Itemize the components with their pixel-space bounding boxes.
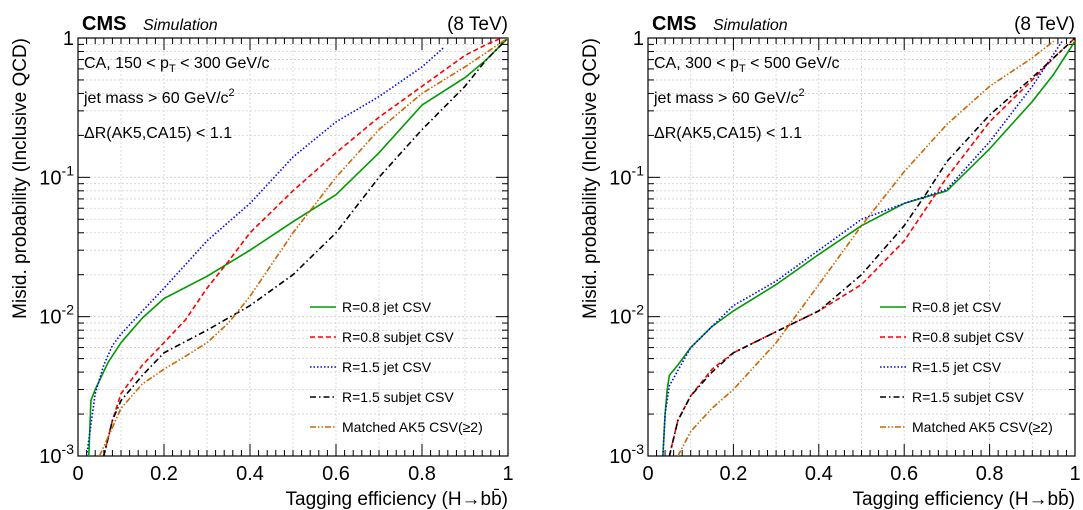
legend-label: R=0.8 subjet CSV bbox=[912, 329, 1024, 345]
y-tick-base: 10 bbox=[39, 307, 61, 329]
legend-label: R=0.8 jet CSV bbox=[912, 299, 1002, 315]
x-tick-label: 0.6 bbox=[890, 463, 918, 485]
x-tick-label: 1 bbox=[502, 463, 513, 485]
x-axis-title: Tagging efficiency (H→bb̄) bbox=[853, 489, 1075, 510]
legend-label: R=1.5 jet CSV bbox=[342, 359, 432, 375]
series-line-4 bbox=[668, 38, 1075, 456]
x-tick-label: 0.2 bbox=[150, 463, 178, 485]
x-tick-label: 0.6 bbox=[322, 463, 350, 485]
legend-label: R=0.8 jet CSV bbox=[342, 299, 432, 315]
y-tick-label: 10-1 bbox=[609, 162, 644, 189]
annotation-text: ΔR(AK5,CA15) < 1.1 bbox=[84, 125, 232, 142]
y-tick-base: 1 bbox=[633, 28, 644, 50]
simulation-label: Simulation bbox=[143, 17, 218, 34]
y-tick-base: 10 bbox=[609, 307, 631, 329]
annotation-subscript: T bbox=[739, 63, 746, 75]
y-tick-base: 10 bbox=[609, 446, 631, 468]
x-tick-label: 0.4 bbox=[805, 463, 833, 485]
y-axis-title: Misid. probability (Inclusive QCD) bbox=[10, 38, 31, 319]
y-tick-base: 1 bbox=[63, 28, 74, 50]
y-tick-label: 10-2 bbox=[39, 302, 74, 329]
x-tick-label: 0.8 bbox=[976, 463, 1004, 485]
y-tick-label: 10-3 bbox=[609, 441, 644, 468]
grid bbox=[648, 38, 1075, 456]
series-line-2 bbox=[103, 38, 502, 456]
series-curves bbox=[662, 38, 1075, 456]
ticks bbox=[647, 37, 1076, 457]
x-tick-label: 1 bbox=[1069, 463, 1080, 485]
annotation-superscript: 2 bbox=[229, 87, 235, 99]
series-line-3 bbox=[85, 47, 445, 456]
legend-label: R=0.8 subjet CSV bbox=[342, 329, 454, 345]
annotation-main: jet mass > 60 GeV/c bbox=[83, 90, 229, 107]
x-tick-label: 0.8 bbox=[408, 463, 436, 485]
grid bbox=[78, 38, 508, 456]
y-tick-base: 10 bbox=[39, 446, 61, 468]
series-line-5 bbox=[98, 38, 508, 456]
legend: R=0.8 jet CSV R=0.8 subjet CSV R=1.5 jet C… bbox=[880, 299, 1053, 435]
y-tick-exponent: -1 bbox=[632, 162, 645, 178]
legend-label: Matched AK5 CSV(≥2) bbox=[912, 419, 1053, 435]
y-axis-title: Misid. probability (Inclusive QCD) bbox=[580, 38, 601, 319]
series-line-1 bbox=[88, 38, 508, 456]
annotation-main: CA, 150 < p bbox=[84, 55, 169, 72]
annotation-tail: < 500 GeV/c bbox=[746, 55, 840, 72]
x-tick-label: 0.4 bbox=[236, 463, 264, 485]
y-tick-exponent: -1 bbox=[62, 162, 75, 178]
annotation-main: ΔR(AK5,CA15) < 1.1 bbox=[84, 125, 232, 142]
y-tick-exponent: -3 bbox=[632, 441, 645, 457]
series-line-4 bbox=[103, 38, 508, 456]
series-curves bbox=[85, 38, 508, 456]
annotation-main: ΔR(AK5,CA15) < 1.1 bbox=[654, 125, 802, 142]
series-line-1 bbox=[662, 40, 1075, 456]
energy-label: (8 TeV) bbox=[447, 14, 508, 35]
annotation-text: CA, 150 < pT < 300 GeV/c bbox=[84, 55, 270, 75]
legend: R=0.8 jet CSV R=0.8 subjet CSV R=1.5 jet C… bbox=[310, 299, 483, 435]
annotation-text: ΔR(AK5,CA15) < 1.1 bbox=[654, 125, 802, 142]
legend-label: R=1.5 subjet CSV bbox=[912, 389, 1024, 405]
x-axis-title: Tagging efficiency (H→bb̄) bbox=[286, 489, 508, 510]
y-tick-label: 1 bbox=[633, 28, 644, 50]
y-tick-label: 1 bbox=[63, 28, 74, 50]
annotation-superscript: 2 bbox=[799, 87, 805, 99]
annotation-subscript: T bbox=[169, 63, 176, 75]
y-tick-exponent: -2 bbox=[632, 302, 645, 318]
energy-label: (8 TeV) bbox=[1014, 14, 1075, 35]
annotation-text: CA, 300 < pT < 500 GeV/c bbox=[654, 55, 840, 75]
y-tick-label: 10-3 bbox=[39, 441, 74, 468]
y-tick-label: 10-2 bbox=[609, 302, 644, 329]
x-tick-label: 0 bbox=[642, 463, 653, 485]
experiment-label: CMS bbox=[652, 13, 696, 35]
legend-label: Matched AK5 CSV(≥2) bbox=[342, 419, 483, 435]
experiment-label: CMS bbox=[82, 13, 126, 35]
y-tick-exponent: -3 bbox=[62, 441, 75, 457]
legend-label: R=1.5 jet CSV bbox=[912, 359, 1002, 375]
y-tick-exponent: -2 bbox=[62, 302, 75, 318]
annotation-main: CA, 300 < p bbox=[654, 55, 739, 72]
y-tick-base: 10 bbox=[609, 167, 631, 189]
series-line-3 bbox=[662, 40, 1063, 456]
annotation-text: jet mass > 60 GeV/c2 bbox=[83, 87, 235, 107]
annotation-text: jet mass > 60 GeV/c2 bbox=[653, 87, 805, 107]
x-tick-label: 0.2 bbox=[719, 463, 747, 485]
x-tick-label: 0 bbox=[72, 463, 83, 485]
legend-label: R=1.5 subjet CSV bbox=[342, 389, 454, 405]
y-tick-base: 10 bbox=[39, 167, 61, 189]
y-tick-label: 10-1 bbox=[39, 162, 74, 189]
annotation-tail: < 300 GeV/c bbox=[176, 55, 270, 72]
simulation-label: Simulation bbox=[713, 17, 788, 34]
series-line-2 bbox=[668, 38, 1075, 456]
series-line-5 bbox=[677, 40, 1055, 456]
annotation-main: jet mass > 60 GeV/c bbox=[653, 90, 799, 107]
